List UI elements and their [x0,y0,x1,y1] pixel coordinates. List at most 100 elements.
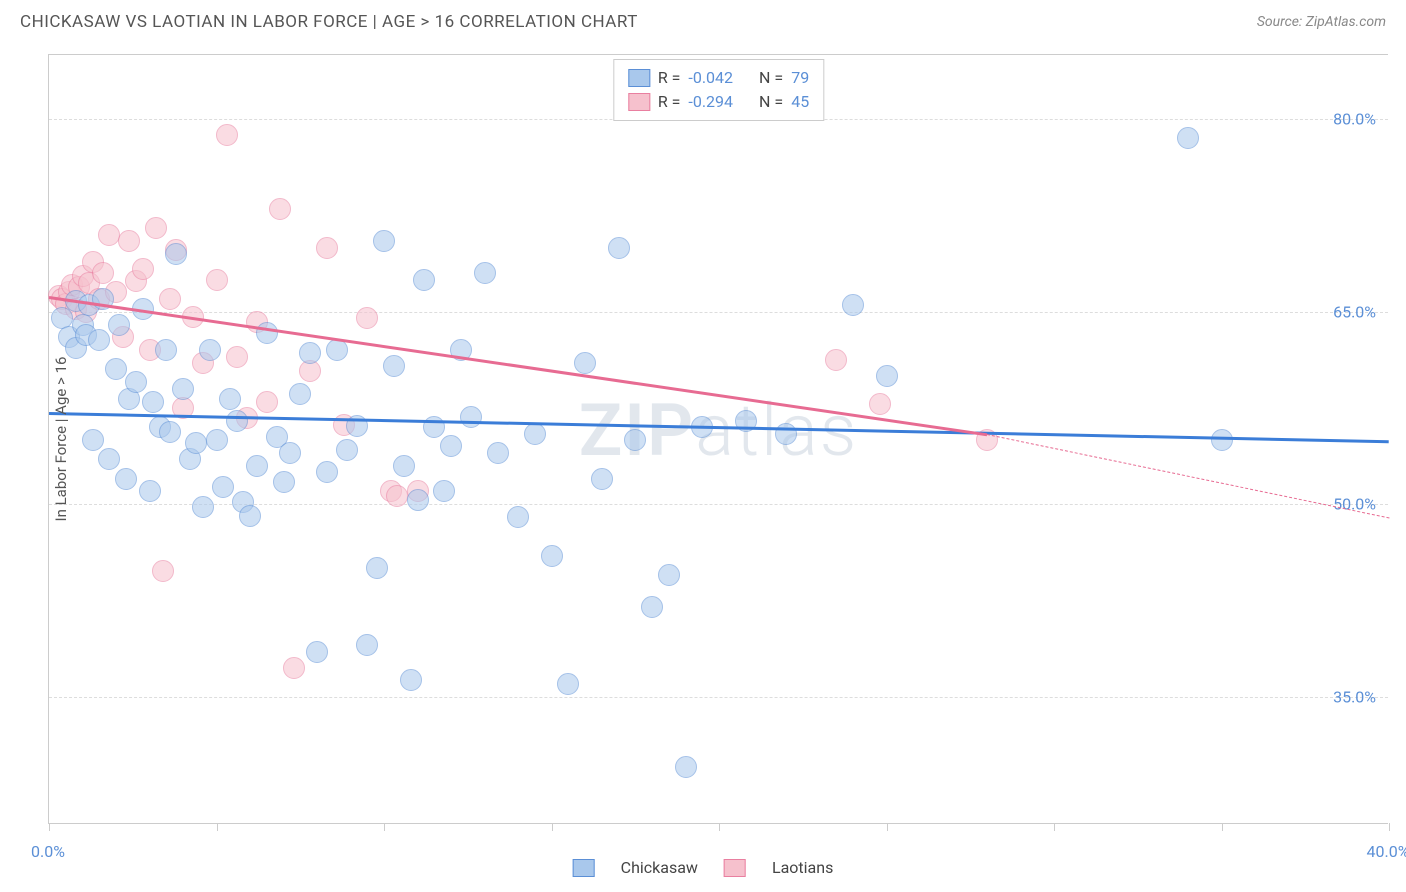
x-tick [384,823,385,831]
scatter-point [524,423,546,445]
swatch-icon [628,93,650,111]
scatter-point [132,258,154,280]
scatter-point [142,391,164,413]
scatter-point [299,342,321,364]
y-tick-label: 80.0% [1333,110,1376,129]
scatter-point [541,545,563,567]
stats-value: 79 [791,66,809,90]
scatter-point [216,124,238,146]
scatter-point [92,262,114,284]
scatter-point [152,560,174,582]
scatter-point [206,429,228,451]
scatter-point [557,673,579,695]
scatter-point [269,198,291,220]
stats-value: -0.042 [688,66,733,90]
scatter-point [226,346,248,368]
scatter-point [574,352,596,374]
scatter-point [658,564,680,586]
scatter-point [98,448,120,470]
scatter-point [460,406,482,428]
x-tick [1054,823,1055,831]
scatter-point [212,476,234,498]
legend-label: Chickasaw [621,858,698,877]
correlation-stats-box: R = -0.042 N = 79 R = -0.294 N = 45 [613,59,824,121]
stats-label: R = [658,66,681,90]
scatter-point [192,496,214,518]
scatter-point [88,329,110,351]
scatter-point [98,224,120,246]
scatter-point [172,378,194,400]
scatter-point [356,307,378,329]
scatter-point [842,294,864,316]
scatter-point [306,641,328,663]
scatter-point [1211,429,1233,451]
legend-label: Laotians [772,858,833,877]
scatter-point [407,489,429,511]
x-tick [217,823,218,831]
x-tick [719,823,720,831]
scatter-point [383,355,405,377]
scatter-point [159,421,181,443]
scatter-point [433,480,455,502]
chart-title: CHICKASAW VS LAOTIAN IN LABOR FORCE | AG… [20,12,638,32]
scatter-point [82,429,104,451]
scatter-point [608,237,630,259]
scatter-point [386,485,408,507]
scatter-point [105,358,127,380]
swatch-icon [724,859,746,877]
scatter-point [400,669,422,691]
x-tick [1389,823,1390,831]
scatter-point [675,756,697,778]
scatter-point [185,432,207,454]
stats-label: N = [759,66,783,90]
scatter-point [159,288,181,310]
scatter-point [108,314,130,336]
scatter-point [256,391,278,413]
y-axis-label: In Labor Force | Age > 16 [52,357,70,522]
x-tick [49,823,50,831]
swatch-icon [573,859,595,877]
scatter-point [775,423,797,445]
scatter-point [413,269,435,291]
scatter-point [165,243,187,265]
stats-row: R = -0.042 N = 79 [628,66,809,90]
scatter-point [487,442,509,464]
scatter-point [289,383,311,405]
stats-row: R = -0.294 N = 45 [628,90,809,114]
trend-line [987,434,1389,518]
y-tick-label: 35.0% [1333,687,1376,706]
x-tick-label: 40.0% [1367,842,1406,861]
x-tick [552,823,553,831]
scatter-point [507,506,529,528]
scatter-point [219,388,241,410]
scatter-point [373,230,395,252]
scatter-point [366,557,388,579]
scatter-point [206,269,228,291]
scatter-point [316,461,338,483]
scatter-point [279,442,301,464]
scatter-point [1177,127,1199,149]
scatter-point [155,339,177,361]
stats-value: -0.294 [688,90,733,114]
scatter-point [474,262,496,284]
scatter-point [125,371,147,393]
scatter-point [139,480,161,502]
gridline [49,697,1388,698]
scatter-point [246,455,268,477]
scatter-point [869,393,891,415]
scatter-point [118,230,140,252]
chart-source: Source: ZipAtlas.com [1257,14,1386,30]
scatter-point [283,657,305,679]
plot-area: ZIPatlas 35.0%50.0%65.0%80.0% [49,55,1388,823]
swatch-icon [628,69,650,87]
bottom-legend: Chickasaw Laotians [573,858,834,877]
stats-label: N = [759,90,783,114]
scatter-point [876,365,898,387]
scatter-point [226,410,248,432]
scatter-point [624,429,646,451]
scatter-point [239,505,261,527]
chart-header: CHICKASAW VS LAOTIAN IN LABOR FORCE | AG… [0,0,1406,40]
x-tick [1222,823,1223,831]
scatter-point [316,237,338,259]
y-tick-label: 65.0% [1333,302,1376,321]
